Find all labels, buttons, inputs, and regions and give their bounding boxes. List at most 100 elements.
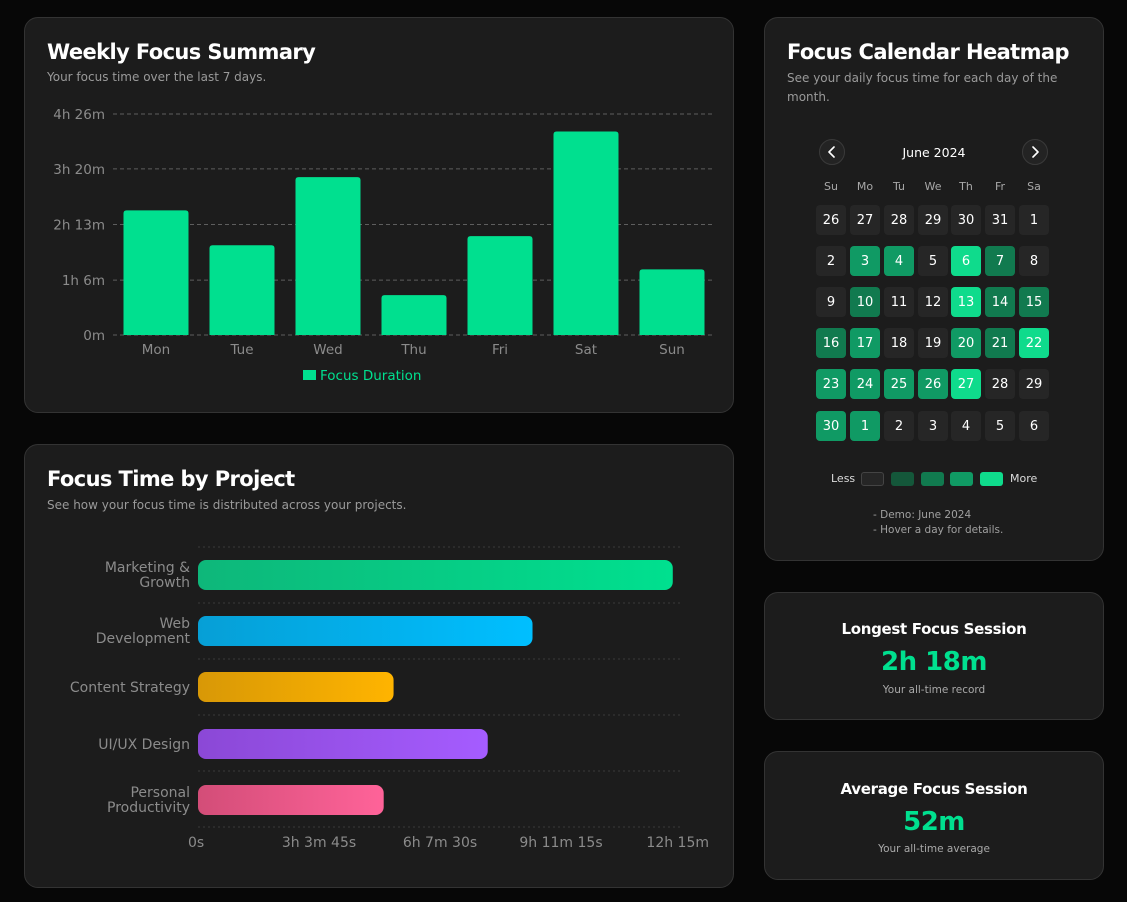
calendar-day[interactable]: 23 [816,369,846,399]
calendar-day[interactable]: 6 [1019,411,1049,441]
calendar-day[interactable]: 21 [985,328,1015,358]
calendar-day[interactable]: 27 [951,369,981,399]
calendar-day[interactable]: 1 [850,411,880,441]
calendar-day[interactable]: 2 [884,411,914,441]
calendar-day[interactable]: 27 [850,205,880,235]
project-label-line: Content Strategy [70,680,190,696]
x-tick-label: 0s [188,835,204,851]
calendar-day[interactable]: 24 [850,369,880,399]
project-bar-chart: Marketing & Growth Web Development Content S… [70,546,709,851]
average-session-subtitle: Your all-time average [878,843,990,855]
calendar-day[interactable]: 7 [985,246,1015,276]
calendar-day[interactable]: 1 [1019,205,1049,235]
calendar-day[interactable]: 3 [918,411,948,441]
legend-level-4 [980,472,1003,486]
bar-fri[interactable] [467,236,533,335]
calendar-note-demo: - Demo: June 2024 [873,509,972,521]
legend-more-label: More [1010,472,1038,485]
project-label: Marketing & Growth [105,560,190,591]
project-bar[interactable] [198,729,488,759]
x-tick-label: 6h 7m 30s [403,835,477,851]
calendar-day[interactable]: 12 [918,287,948,317]
legend-level-3 [950,472,973,486]
calendar-day[interactable]: 13 [951,287,981,317]
calendar-day[interactable]: 25 [884,369,914,399]
project-bar[interactable] [198,785,384,815]
bar-tue[interactable] [209,245,275,335]
x-tick-label: Mon [142,342,170,358]
project-subtitle: See how your focus time is distributed a… [47,498,407,512]
project-label-line: Development [96,631,191,647]
weekday-label: Th [959,180,973,193]
calendar-day[interactable]: 11 [884,287,914,317]
longest-session-subtitle: Your all-time record [882,684,986,696]
chevron-right-icon [1032,146,1039,158]
y-tick-label: 3h 20m [53,162,105,178]
x-tick-label: 12h 15m [646,835,709,851]
legend-swatch [303,370,316,380]
calendar-day[interactable]: 4 [951,411,981,441]
calendar-day[interactable]: 26 [816,205,846,235]
calendar-day[interactable]: 9 [816,287,846,317]
project-card: Focus Time by Project See how your focus… [24,444,734,888]
project-label-line: Personal [130,785,190,801]
project-bar[interactable] [198,672,394,702]
y-tick-label: 4h 26m [53,107,105,123]
y-tick-label: 0m [83,328,105,344]
calendar-day[interactable]: 30 [951,205,981,235]
calendar-day[interactable]: 28 [985,369,1015,399]
weekly-summary-subtitle: Your focus time over the last 7 days. [47,70,267,84]
calendar-day[interactable]: 22 [1019,328,1049,358]
calendar-day[interactable]: 18 [884,328,914,358]
next-month-button[interactable] [1022,139,1048,165]
legend-level-2 [921,472,944,486]
legend-level-0 [861,472,884,486]
bar-sat[interactable] [553,131,619,335]
bar-thu[interactable] [381,295,447,335]
calendar-day[interactable]: 5 [918,246,948,276]
weekly-summary-card: Weekly Focus Summary Your focus time ove… [24,17,734,413]
calendar-day[interactable]: 17 [850,328,880,358]
weekday-label: Fr [994,180,1006,193]
calendar-day[interactable]: 5 [985,411,1015,441]
calendar-day[interactable]: 3 [850,246,880,276]
x-tick-label: Fri [492,342,508,358]
calendar-day[interactable]: 2 [816,246,846,276]
calendar-day[interactable]: 16 [816,328,846,358]
weekday-label: Sa [1027,180,1041,193]
project-label: UI/UX Design [98,737,190,753]
project-label-line: Productivity [107,800,190,816]
project-bar[interactable] [198,560,673,590]
calendar-day[interactable]: 20 [951,328,981,358]
longest-session-value: 2h 18m [881,647,987,677]
calendar-day[interactable]: 8 [1019,246,1049,276]
calendar-note-hover: - Hover a day for details. [873,524,1004,536]
bar-mon[interactable] [123,210,189,335]
project-label-line: Growth [139,575,190,591]
calendar-day[interactable]: 14 [985,287,1015,317]
calendar-day[interactable]: 26 [918,369,948,399]
calendar-day[interactable]: 10 [850,287,880,317]
calendar-day[interactable]: 29 [1019,369,1049,399]
calendar-day[interactable]: 15 [1019,287,1049,317]
weekday-label: Mo [856,180,874,193]
longest-session-card: Longest Focus Session 2h 18m Your all-ti… [764,592,1104,720]
project-bar[interactable] [198,616,533,646]
calendar-day[interactable]: 31 [985,205,1015,235]
average-session-title: Average Focus Session [840,780,1028,798]
project-title: Focus Time by Project [47,467,295,491]
month-label: June 2024 [902,145,966,160]
calendar-day[interactable]: 28 [884,205,914,235]
project-label: Web Development [96,616,191,647]
calendar-day[interactable]: 6 [951,246,981,276]
calendar-day[interactable]: 4 [884,246,914,276]
calendar-day[interactable]: 30 [816,411,846,441]
y-tick-label: 1h 6m [62,273,105,289]
bar-sun[interactable] [639,269,705,335]
calendar-day[interactable]: 19 [918,328,948,358]
bar-wed[interactable] [295,177,361,335]
legend-level-1 [891,472,914,486]
previous-month-button[interactable] [819,139,845,165]
weekday-label: Tu [892,180,906,193]
calendar-day[interactable]: 29 [918,205,948,235]
